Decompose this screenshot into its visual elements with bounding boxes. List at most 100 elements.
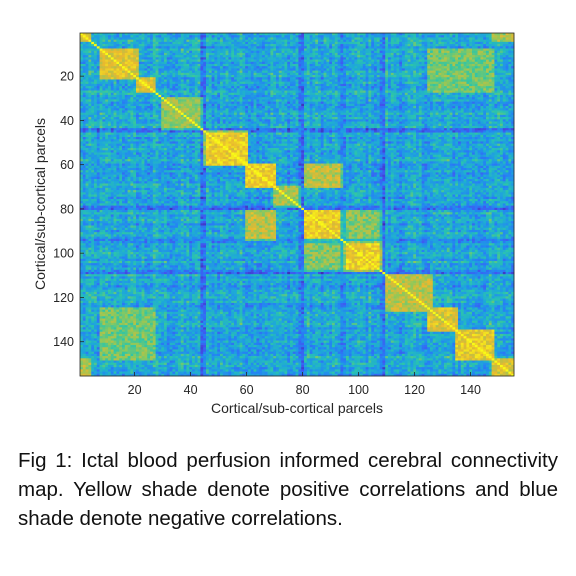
heatmap-cell bbox=[506, 71, 509, 74]
heatmap-cell bbox=[186, 46, 189, 49]
heatmap-cell bbox=[430, 35, 433, 38]
heatmap-cell bbox=[382, 40, 385, 43]
heatmap-cell bbox=[396, 51, 399, 54]
heatmap-cell bbox=[396, 102, 399, 105]
heatmap-cell bbox=[408, 57, 411, 60]
heatmap-cell bbox=[223, 99, 226, 102]
heatmap-cell bbox=[228, 95, 231, 98]
heatmap-cell bbox=[396, 64, 399, 67]
heatmap-cell bbox=[368, 71, 371, 74]
heatmap-cell bbox=[142, 91, 145, 94]
heatmap-cell bbox=[413, 91, 416, 94]
heatmap-cell bbox=[245, 71, 248, 74]
heatmap-cell bbox=[424, 64, 427, 67]
heatmap-cell bbox=[268, 55, 271, 58]
heatmap-cell bbox=[153, 66, 156, 69]
heatmap-cell bbox=[186, 97, 189, 100]
heatmap-cell bbox=[116, 99, 119, 102]
heatmap-cell bbox=[433, 68, 436, 71]
heatmap-cell bbox=[284, 97, 287, 100]
heatmap-cell bbox=[368, 79, 371, 82]
heatmap-cell bbox=[181, 77, 184, 80]
heatmap-cell bbox=[296, 37, 299, 40]
heatmap-cell bbox=[164, 46, 167, 49]
heatmap-cell bbox=[97, 86, 100, 89]
heatmap-cell bbox=[192, 40, 195, 43]
heatmap-cell bbox=[441, 75, 444, 78]
heatmap-cell bbox=[290, 102, 293, 105]
heatmap-cell bbox=[147, 95, 150, 98]
heatmap-cell bbox=[150, 37, 153, 40]
heatmap-cell bbox=[237, 40, 240, 43]
heatmap-cell bbox=[158, 84, 161, 87]
heatmap-cell bbox=[268, 35, 271, 38]
heatmap-cell bbox=[408, 62, 411, 65]
heatmap-cell bbox=[475, 84, 478, 87]
heatmap-cell bbox=[385, 82, 388, 85]
heatmap-cell bbox=[466, 91, 469, 94]
heatmap-cell bbox=[452, 64, 455, 67]
heatmap-cell bbox=[380, 62, 383, 65]
heatmap-cell bbox=[234, 46, 237, 49]
heatmap-cell bbox=[189, 51, 192, 54]
heatmap-cell bbox=[223, 57, 226, 60]
heatmap-cell bbox=[441, 73, 444, 76]
heatmap-cell bbox=[133, 68, 136, 71]
heatmap-cell bbox=[399, 91, 402, 94]
heatmap-cell bbox=[228, 93, 231, 96]
heatmap-cell bbox=[343, 86, 346, 89]
heatmap-cell bbox=[80, 97, 83, 100]
heatmap-cell bbox=[419, 86, 422, 89]
heatmap-cell bbox=[483, 77, 486, 80]
heatmap-cell bbox=[164, 93, 167, 96]
heatmap-cell bbox=[326, 73, 329, 76]
heatmap-cell bbox=[245, 51, 248, 54]
heatmap-cell bbox=[175, 51, 178, 54]
heatmap-cell bbox=[497, 53, 500, 56]
heatmap-cell bbox=[380, 93, 383, 96]
heatmap-cell bbox=[419, 68, 422, 71]
heatmap-cell bbox=[262, 35, 265, 38]
heatmap-cell bbox=[486, 73, 489, 76]
heatmap-cell bbox=[153, 95, 156, 98]
heatmap-cell bbox=[391, 55, 394, 58]
heatmap-cell bbox=[318, 95, 321, 98]
heatmap-cell bbox=[144, 79, 147, 82]
heatmap-cell bbox=[251, 84, 254, 87]
heatmap-cell bbox=[268, 51, 271, 54]
heatmap-cell bbox=[273, 62, 276, 65]
heatmap-cell bbox=[307, 55, 310, 58]
heatmap-cell bbox=[315, 99, 318, 102]
heatmap-cell bbox=[102, 55, 105, 58]
heatmap-cell bbox=[321, 86, 324, 89]
heatmap-cell bbox=[80, 86, 83, 89]
heatmap-cell bbox=[494, 51, 497, 54]
heatmap-cell bbox=[419, 44, 422, 47]
heatmap-cell bbox=[114, 97, 117, 100]
heatmap-cell bbox=[368, 99, 371, 102]
heatmap-cell bbox=[377, 40, 380, 43]
heatmap-cell bbox=[268, 102, 271, 105]
heatmap-cell bbox=[231, 37, 234, 40]
heatmap-cell bbox=[170, 53, 173, 56]
heatmap-cell bbox=[371, 51, 374, 54]
heatmap-cell bbox=[307, 68, 310, 71]
heatmap-cell bbox=[399, 73, 402, 76]
heatmap-cell bbox=[310, 75, 313, 78]
heatmap-cell bbox=[128, 99, 131, 102]
heatmap-cell bbox=[503, 62, 506, 65]
heatmap-cell bbox=[153, 53, 156, 56]
heatmap-cell bbox=[242, 60, 245, 63]
heatmap-cell bbox=[402, 82, 405, 85]
heatmap-cell bbox=[506, 44, 509, 47]
heatmap-cell bbox=[391, 91, 394, 94]
heatmap-cell bbox=[248, 84, 251, 87]
heatmap-cell bbox=[472, 62, 475, 65]
heatmap-cell bbox=[374, 62, 377, 65]
heatmap-cell bbox=[332, 86, 335, 89]
heatmap-cell bbox=[340, 68, 343, 71]
heatmap-cell bbox=[332, 75, 335, 78]
heatmap-cell bbox=[91, 48, 94, 51]
heatmap-cell bbox=[128, 37, 131, 40]
heatmap-cell bbox=[450, 37, 453, 40]
